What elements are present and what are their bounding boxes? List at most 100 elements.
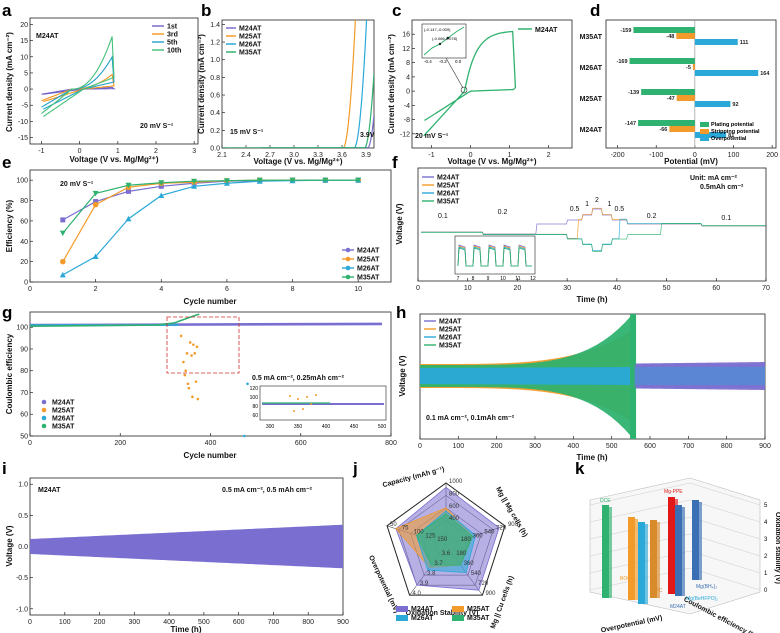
panel-d-bar	[629, 58, 695, 64]
panel-h-xtick-label: 0	[418, 443, 422, 450]
panel-k-bar	[628, 517, 635, 600]
panel-b-xtick-label: 3.3	[313, 152, 323, 159]
panel-f-inset-xtick: 8	[472, 276, 475, 282]
panel-j-series-M35AT	[416, 513, 474, 566]
panel-d-legend-text: Overpotential	[711, 136, 747, 142]
panel-f-inset-xtick: 9	[487, 276, 490, 282]
panel-b-ytick-label: 0.0	[210, 146, 220, 153]
panel-g-inset-point	[310, 403, 312, 405]
panel-a-legend-text: 3rd	[167, 32, 178, 39]
panel-f-ticks: 0 10 20 30 40 50 60 70	[416, 278, 770, 292]
panel-h-xtick-label: 600	[644, 443, 656, 450]
panel-g-M25AT-point	[188, 341, 192, 344]
panel-e-xtick-label: 10	[354, 286, 362, 293]
panel-j-axis-tick: 3.7	[434, 561, 443, 567]
panel-k-ztick: 4	[764, 520, 768, 526]
panel-a-ylabel: Current density (mA cm⁻²)	[5, 32, 14, 132]
panel-j-axis-label: Oxidation Stability (V)	[406, 610, 479, 617]
panel-b-ytick-label: 0.8	[210, 75, 220, 82]
panel-k-bar	[675, 505, 682, 596]
panel-h-xtick-label: 200	[491, 443, 503, 450]
panel-h-spike	[630, 314, 637, 439]
panel-i-ticks: 0 100 200 300 400 500 600 700 800 900 -1.0 -0.5 0.0 0…	[16, 482, 349, 626]
panel-g-inset-xtick: 350	[294, 424, 303, 430]
panel-h-xtick-label: 900	[759, 443, 771, 450]
panel-a-xtick-label: 0	[78, 148, 82, 155]
panel-k-ztick: 0	[764, 588, 768, 594]
panel-d-bar-value: -147	[625, 121, 636, 127]
panel-i-ytick-label: 0.0	[18, 544, 28, 551]
panel-d-category-label: M24AT	[580, 127, 603, 134]
panel-e-point	[92, 253, 99, 260]
panel-i-series-M24AT	[30, 524, 343, 569]
panel-h-legend-text: M35AT	[439, 343, 462, 350]
panel-g-xtick-label: 600	[295, 440, 307, 447]
panel-f-xtick-label: 40	[613, 285, 621, 292]
panel-a-frame	[29, 17, 199, 145]
panel-e-line-M25AT	[62, 179, 359, 262]
panel-g-xtick-label: 400	[205, 440, 217, 447]
panel-f-xlabel: Time (h)	[577, 295, 608, 304]
panel-e-legend: M24AT M25AT M26AT M35AT	[342, 248, 380, 282]
panel-k-bar-side	[635, 519, 638, 600]
panel-f-series-M25AT	[420, 207, 766, 239]
panel-g-inset-point	[315, 394, 317, 396]
panel-j-axis-tick: 400	[449, 516, 460, 522]
panel-j-axis-tick: 360	[473, 533, 484, 539]
panel-b-legend-text: M24AT	[239, 26, 262, 33]
panel-e-xtick-label: 2	[94, 286, 98, 293]
panel-i-xtick-label: 200	[94, 619, 106, 626]
panel-g-M25AT-point	[179, 334, 183, 338]
panel-g-xtick-label: 200	[114, 440, 126, 447]
panel-d-legend-swatch	[700, 122, 709, 127]
panel-a-legend-text: 10th	[167, 48, 181, 55]
panel-e-xtick-label: 6	[225, 286, 229, 293]
panel-j-axis-tick: 75	[402, 526, 409, 532]
panel-j-legend-text: M24AT	[411, 606, 434, 613]
panel-d-xtick-label: -200	[611, 152, 625, 159]
panel-h-condition: 0.1 mA cm⁻², 0.1mAh cm⁻²	[426, 415, 515, 422]
panel-f-inset-M35AT	[457, 247, 532, 267]
panel-f-xtick-label: 30	[563, 285, 571, 292]
panel-e-point	[158, 192, 165, 198]
panel-g-inset-xtick: 500	[378, 424, 387, 430]
panel-g-M26AT-point	[243, 434, 246, 438]
panel-g-ytick-label: 70	[20, 390, 28, 397]
panel-g-M26AT-point	[246, 382, 249, 386]
panel-i-xtick-label: 600	[233, 619, 245, 626]
panel-g-inset-ytick: 100	[250, 395, 259, 401]
panel-b-legend-text: M26AT	[239, 42, 262, 49]
panel-g-xtick-label: 800	[385, 440, 397, 447]
panel-j-axis-tick: 540	[484, 530, 495, 536]
panel-j-axis-tick: 180	[461, 537, 472, 543]
panel-c-xtick-label: 1	[508, 152, 512, 159]
panel-c-inset-xtick3: 0.0	[455, 59, 462, 64]
panel-e-line-M26AT	[62, 179, 359, 276]
panel-f-rate-label: 2	[595, 197, 599, 204]
panel-f-xtick-label: 50	[663, 285, 671, 292]
panel-f-xtick-label: 70	[762, 285, 770, 292]
panel-g-ytick-label: 50	[20, 434, 28, 441]
panel-e-scanrate: 20 mV S⁻¹	[60, 181, 94, 188]
panel-d-bar	[641, 89, 695, 95]
panel-k-bar-label: BOCY	[620, 576, 635, 582]
panel-e-legend-text: M25AT	[357, 257, 380, 264]
panel-b-ytick-label: 1.0	[210, 57, 220, 64]
panel-h-ticks: 0 100 200 300 400 500 600 700 800 900	[418, 436, 771, 450]
panel-f-inset-xtick: 11	[515, 276, 520, 282]
panel-c-inset-point2	[446, 36, 450, 40]
panel-d-bar-value: 164	[760, 71, 770, 77]
panel-a: a M24AT 20 mV S⁻¹ -1 0 1 2 3-15-10-505101520…	[2, 1, 199, 164]
panel-e-point	[59, 230, 66, 237]
panel-c-scanrate: 20 mV S⁻¹	[415, 133, 449, 140]
panel-h-ylabel: Voltage (V)	[398, 355, 407, 397]
panel-e-ytick-label: 100	[16, 178, 28, 185]
panel-g-inset-point	[289, 395, 291, 397]
panel-k-bar-label: DCE	[600, 498, 611, 504]
panel-d-bar-value: -159	[620, 28, 631, 34]
panel-c-inset: (-0.147,-0.009) (-0.066,0.078) -0.4 -0.2…	[421, 23, 468, 94]
panel-e-ytick-label: 20	[20, 259, 28, 266]
